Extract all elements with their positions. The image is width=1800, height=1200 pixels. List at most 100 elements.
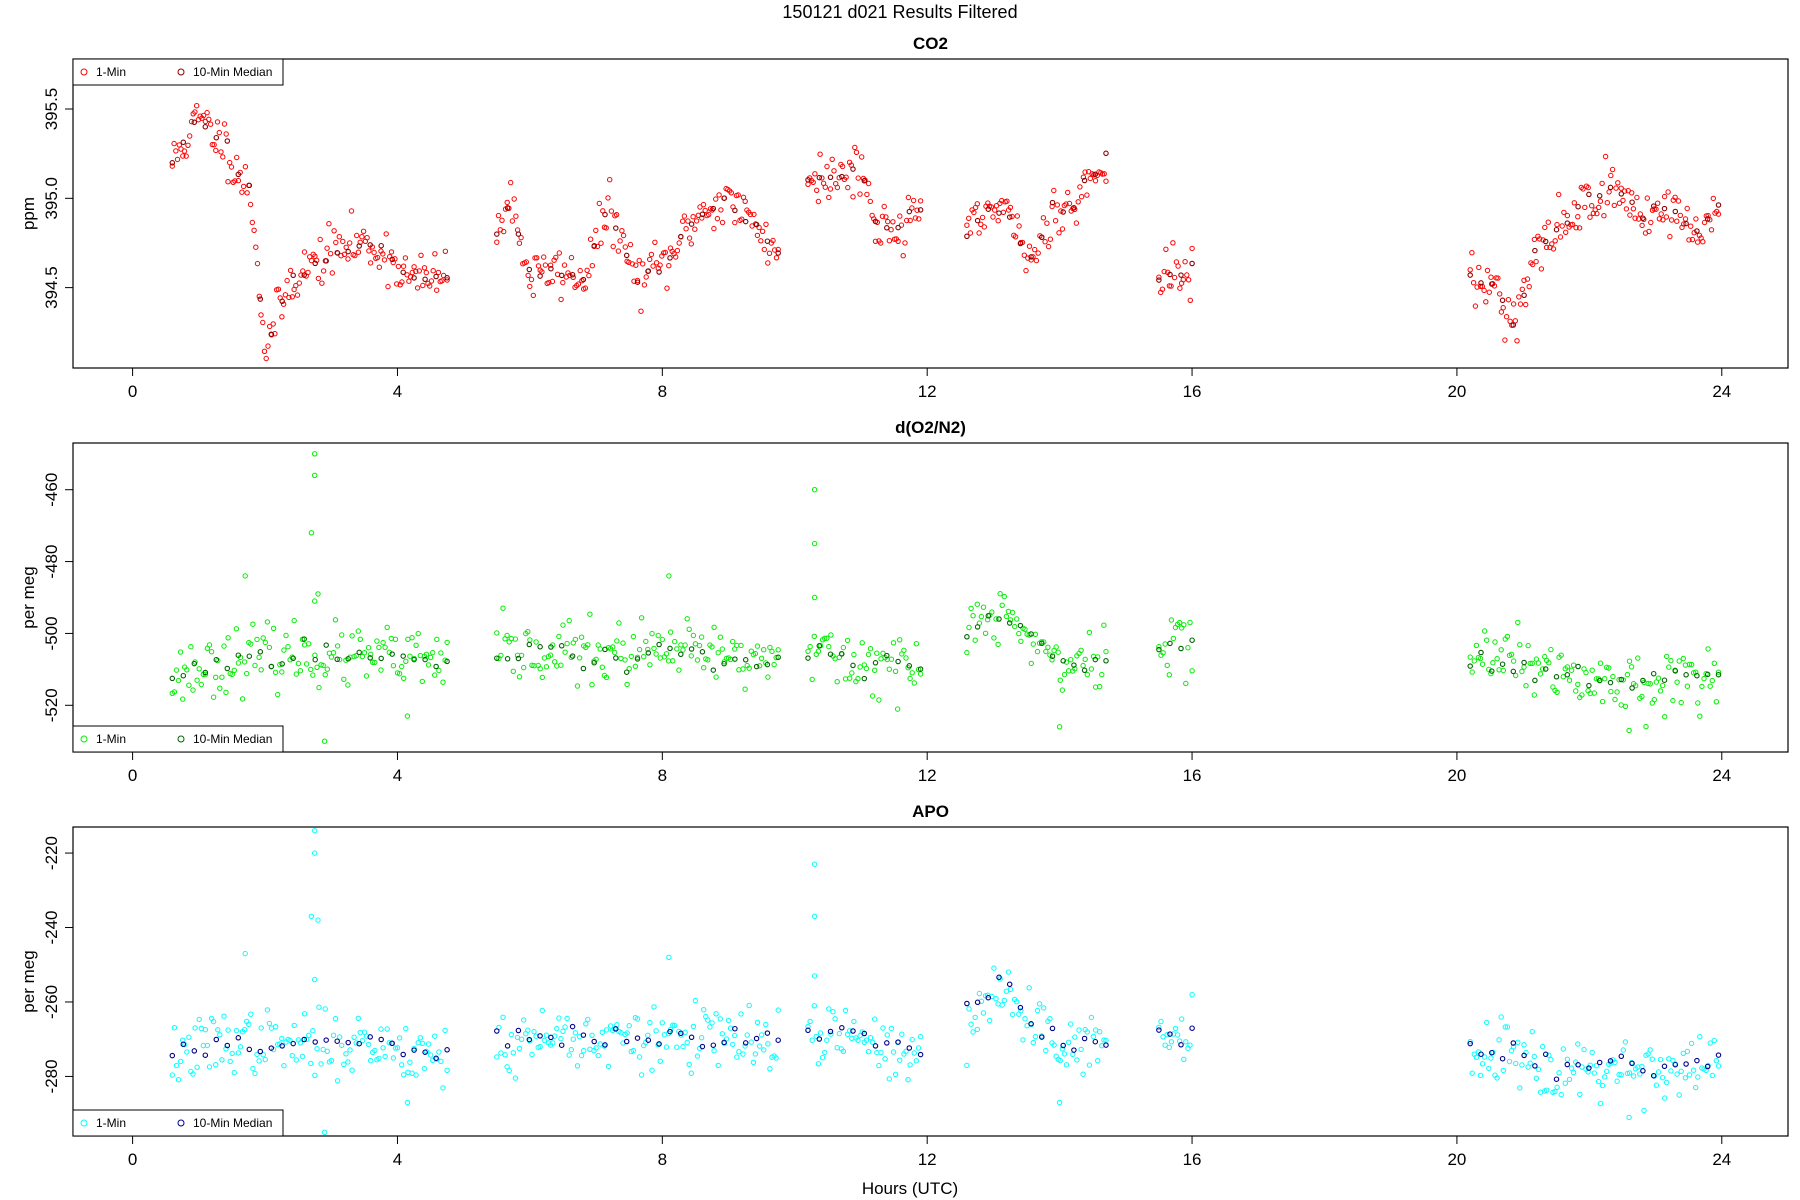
median-point xyxy=(1017,1004,1024,1011)
data-point xyxy=(628,653,634,660)
data-point xyxy=(1057,677,1064,683)
data-point xyxy=(970,613,976,619)
data-point xyxy=(1630,206,1637,212)
data-point xyxy=(1053,644,1059,650)
median-point xyxy=(548,644,554,650)
data-point xyxy=(1503,314,1510,320)
data-point xyxy=(1168,617,1175,623)
data-point xyxy=(1608,172,1614,179)
data-point xyxy=(1488,670,1494,677)
median-point xyxy=(1650,670,1657,677)
data-point xyxy=(506,1067,512,1074)
data-point xyxy=(279,314,285,320)
median-point xyxy=(688,1034,695,1041)
data-point xyxy=(1626,658,1633,664)
data-point xyxy=(711,225,717,232)
median-point xyxy=(235,171,242,178)
data-point xyxy=(330,650,337,656)
median-point xyxy=(537,644,543,650)
data-point xyxy=(381,257,388,263)
data-point xyxy=(655,1042,661,1048)
data-point xyxy=(867,646,874,652)
data-point xyxy=(501,228,507,235)
data-point xyxy=(1582,204,1588,211)
median-point xyxy=(1586,1065,1592,1071)
y-tick-label: 395.0 xyxy=(42,177,61,220)
data-point xyxy=(1684,683,1691,689)
data-point xyxy=(610,644,616,650)
data-point xyxy=(1022,1016,1028,1022)
data-point xyxy=(1498,1014,1504,1020)
median-point xyxy=(1060,1042,1066,1049)
median-point xyxy=(580,1032,587,1038)
data-point xyxy=(345,256,351,262)
data-point xyxy=(562,1024,568,1030)
median-point xyxy=(1694,672,1700,679)
data-point xyxy=(649,1067,655,1073)
data-point xyxy=(1040,215,1047,221)
median-point xyxy=(775,1037,781,1043)
data-point xyxy=(603,674,610,681)
data-point xyxy=(909,205,915,211)
data-point xyxy=(583,1021,589,1027)
data-point xyxy=(1185,277,1192,283)
data-point xyxy=(881,203,887,210)
median-point xyxy=(678,233,684,240)
median-point xyxy=(1103,150,1109,157)
median-point xyxy=(1715,1052,1722,1058)
data-point xyxy=(690,214,696,220)
data-point xyxy=(333,239,339,246)
data-point xyxy=(1170,635,1177,642)
data-point xyxy=(1161,268,1167,275)
data-point xyxy=(1639,693,1645,700)
outlier-point xyxy=(1056,1099,1063,1106)
data-point xyxy=(1183,680,1189,687)
data-point xyxy=(742,198,748,205)
panel-title: d(O2/N2) xyxy=(895,418,966,437)
data-point xyxy=(527,283,533,290)
data-point xyxy=(334,1078,341,1084)
data-point xyxy=(1101,171,1107,177)
data-point xyxy=(862,177,868,183)
outlier-point xyxy=(312,850,318,856)
data-point xyxy=(1009,609,1016,616)
data-point xyxy=(773,255,780,261)
data-point xyxy=(1095,1058,1101,1064)
data-point xyxy=(1538,266,1545,272)
median-point xyxy=(444,1047,450,1053)
data-point xyxy=(382,644,388,650)
data-point xyxy=(1502,1024,1509,1030)
data-point xyxy=(1667,233,1673,240)
outlier-point xyxy=(242,573,248,579)
median-point xyxy=(917,207,924,213)
data-point xyxy=(684,1039,690,1046)
median-point xyxy=(775,654,781,661)
data-point xyxy=(1500,667,1507,674)
median-point xyxy=(850,1028,856,1034)
data-point xyxy=(322,1006,328,1012)
data-point xyxy=(192,1025,198,1031)
median-point xyxy=(1017,240,1024,247)
median-point xyxy=(613,1026,619,1032)
data-point xyxy=(1604,1068,1610,1075)
data-point xyxy=(510,668,516,674)
data-point xyxy=(613,212,620,218)
data-point xyxy=(840,1048,847,1055)
data-point xyxy=(756,1043,763,1049)
data-point xyxy=(546,279,552,286)
median-point xyxy=(1640,1068,1646,1074)
median-point xyxy=(301,1036,307,1043)
data-point xyxy=(663,1044,670,1050)
data-point xyxy=(1693,1084,1699,1091)
data-point xyxy=(286,294,292,301)
data-point xyxy=(863,1037,870,1043)
data-point xyxy=(1624,671,1631,678)
data-point xyxy=(817,1030,824,1036)
data-point xyxy=(713,1011,719,1017)
data-point xyxy=(916,216,922,222)
data-point xyxy=(596,200,602,207)
median-point xyxy=(906,1045,913,1051)
data-point xyxy=(289,1052,295,1059)
data-point xyxy=(275,286,282,292)
